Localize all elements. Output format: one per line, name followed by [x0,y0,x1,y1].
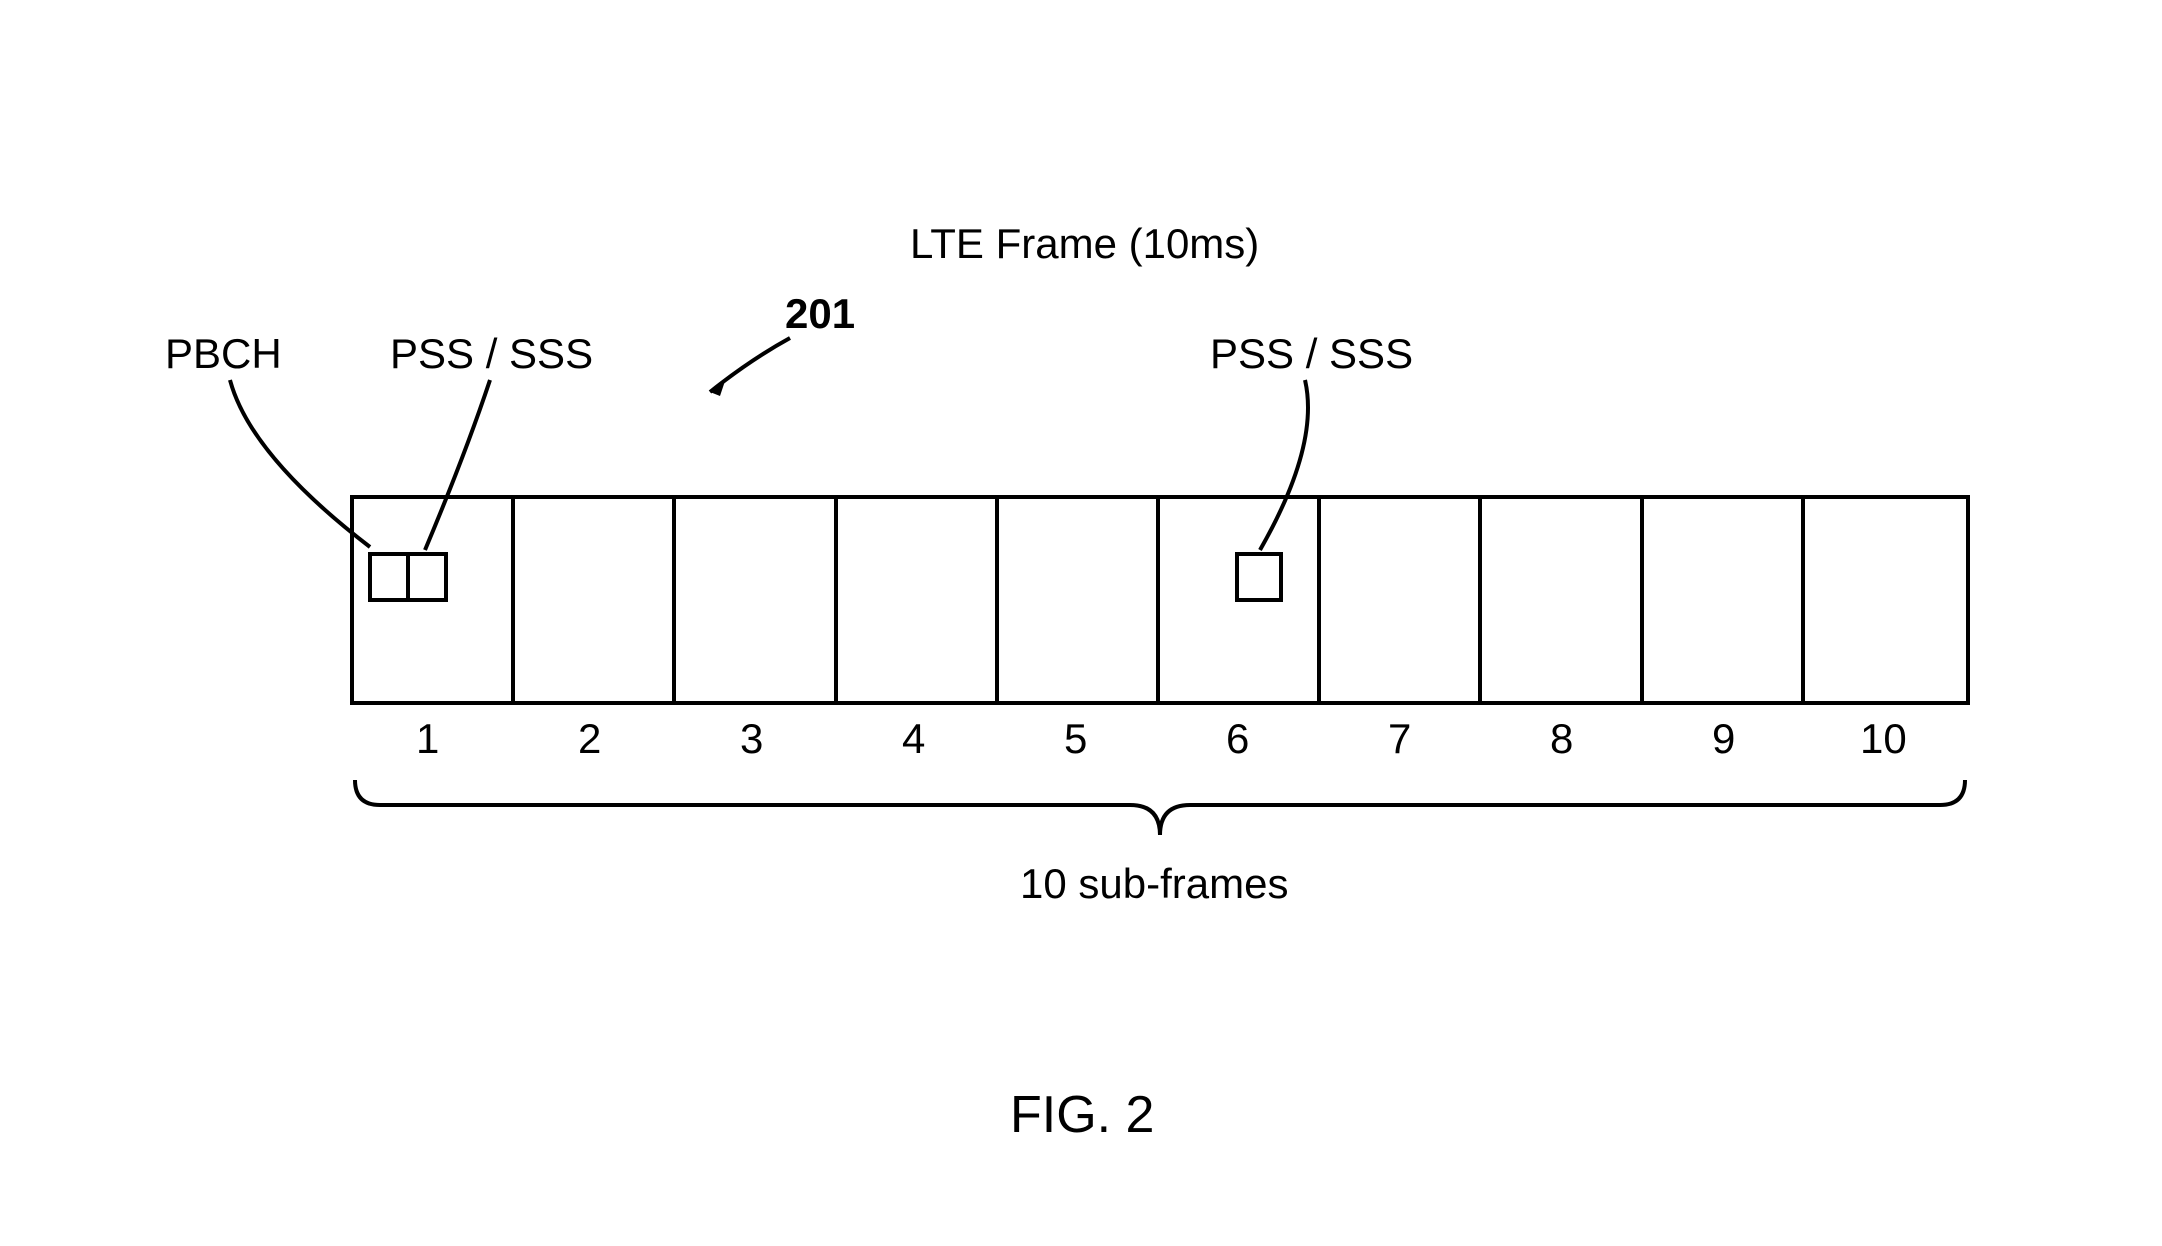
subframe-num-7: 7 [1388,715,1411,763]
pbch-label: PBCH [165,330,282,378]
pss-sss-box-1 [406,552,448,602]
subframe-num-8: 8 [1550,715,1573,763]
subframe-3 [676,499,837,701]
subframe-num-10: 10 [1860,715,1907,763]
pss-sss-box-2 [1235,552,1283,602]
subframe-2 [515,499,676,701]
subframe-8 [1482,499,1643,701]
subframe-num-5: 5 [1064,715,1087,763]
pss-sss-label-1: PSS / SSS [390,330,593,378]
curly-brace [350,775,1970,845]
subframe-num-4: 4 [902,715,925,763]
frame-row [350,495,1970,705]
lte-frame-diagram: LTE Frame (10ms) 201 PBCH PSS / SSS PSS … [0,0,2162,1246]
ref-arrow [690,330,810,410]
subframe-9 [1644,499,1805,701]
subframe-4 [838,499,999,701]
pss-sss-label-2: PSS / SSS [1210,330,1413,378]
subframe-num-1: 1 [416,715,439,763]
subframe-num-9: 9 [1712,715,1735,763]
subframe-num-6: 6 [1226,715,1249,763]
pbch-box [368,552,410,602]
subframe-num-3: 3 [740,715,763,763]
subframe-num-2: 2 [578,715,601,763]
brace-label: 10 sub-frames [1020,860,1288,908]
subframe-5 [999,499,1160,701]
figure-caption: FIG. 2 [1010,1085,1154,1145]
frame-title: LTE Frame (10ms) [910,220,1259,268]
subframe-7 [1321,499,1482,701]
subframe-10 [1805,499,1966,701]
